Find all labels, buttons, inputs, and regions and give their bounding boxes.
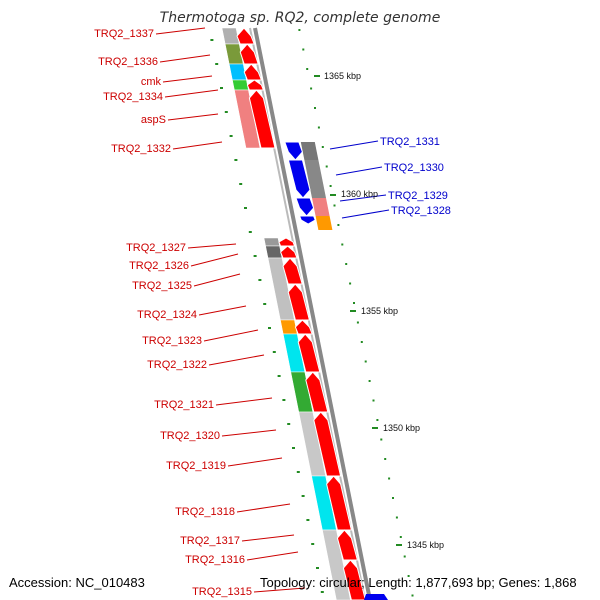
forward-gene-arrow[interactable] — [280, 245, 298, 259]
gene-label-asps[interactable]: aspS — [141, 114, 166, 126]
gene-arrows — [236, 27, 388, 600]
reverse-gene-arrow[interactable] — [298, 215, 316, 225]
gene-label-trq2-1322[interactable]: TRQ2_1322 — [147, 359, 207, 371]
gene-label-trq2-1316[interactable]: TRQ2_1316 — [185, 554, 245, 566]
backbone — [249, 27, 372, 600]
reverse-feature — [315, 216, 333, 230]
gene-label-trq2-1329[interactable]: TRQ2_1329 — [388, 190, 448, 202]
leader-line — [164, 89, 219, 98]
map-title: Thermotoga sp. RQ2, complete genome — [160, 10, 441, 26]
gene-label-trq2-1330[interactable]: TRQ2_1330 — [384, 162, 444, 174]
topology-text: Topology: circular; Length: 1,877,693 bp… — [260, 575, 577, 590]
feature-segment — [263, 237, 280, 247]
leader-line — [329, 140, 379, 150]
forward-gene-arrow[interactable] — [278, 237, 296, 247]
gene-label-trq2-1327[interactable]: TRQ2_1327 — [126, 242, 186, 254]
gene-label-trq2-1315[interactable]: TRQ2_1315 — [192, 586, 252, 598]
leader-line — [190, 253, 239, 267]
gene-label-cmk[interactable]: cmk — [141, 76, 162, 88]
forward-gene-arrow[interactable] — [297, 333, 321, 373]
reverse-gene-arrow[interactable] — [295, 197, 315, 217]
scale-label-1360: 1360 kbp — [341, 189, 378, 199]
gene-label-trq2-1328[interactable]: TRQ2_1328 — [391, 205, 451, 217]
gene-label-trq2-1334[interactable]: TRQ2_1334 — [103, 91, 163, 103]
leader-line — [208, 354, 265, 366]
backbone-outer — [253, 27, 372, 600]
forward-gene-arrow[interactable] — [282, 257, 303, 285]
feature-segment — [280, 319, 298, 335]
leader-line — [341, 209, 390, 219]
scale-label-1350: 1350 kbp — [383, 423, 420, 433]
forward-gene-arrow[interactable] — [294, 319, 313, 335]
scale-ticks — [210, 29, 414, 597]
leader-line — [159, 54, 211, 63]
reverse-gene-arrow[interactable] — [287, 159, 311, 199]
accession-text: Accession: NC_010483 — [9, 575, 145, 590]
leader-lines — [155, 27, 390, 593]
feature-segment — [322, 529, 351, 600]
gene-label-trq2-1317[interactable]: TRQ2_1317 — [180, 535, 240, 547]
leader-line — [227, 457, 283, 467]
gene-label-trq2-1332[interactable]: TRQ2_1332 — [111, 143, 171, 155]
gene-label-trq2-1320[interactable]: TRQ2_1320 — [160, 430, 220, 442]
forward-gene-arrow[interactable] — [313, 411, 342, 477]
gene-label-trq2-1323[interactable]: TRQ2_1323 — [142, 335, 202, 347]
leader-line — [198, 305, 247, 316]
leader-line — [215, 397, 273, 406]
leader-line — [253, 587, 306, 593]
leader-line — [155, 27, 206, 35]
forward-gene-arrow[interactable] — [246, 79, 265, 91]
feature-segment — [232, 79, 249, 91]
leader-line — [162, 75, 213, 83]
forward-gene-arrow[interactable] — [248, 89, 276, 149]
leader-line — [167, 113, 219, 121]
gene-label-trq2-1337[interactable]: TRQ2_1337 — [94, 28, 154, 40]
gene-label-trq2-1318[interactable]: TRQ2_1318 — [175, 506, 235, 518]
leader-line — [241, 534, 295, 542]
reverse-feature — [304, 160, 326, 198]
leader-line — [236, 503, 291, 513]
gene-label-trq2-1325[interactable]: TRQ2_1325 — [132, 280, 192, 292]
forward-gene-arrow[interactable] — [305, 371, 329, 413]
forward-gene-arrow[interactable] — [342, 559, 366, 600]
forward-gene-arrow[interactable] — [326, 475, 353, 531]
reverse-feature — [300, 142, 319, 160]
reverse-gene-arrow[interactable] — [284, 141, 303, 161]
gene-label-trq2-1321[interactable]: TRQ2_1321 — [154, 399, 214, 411]
feature-segment — [265, 245, 283, 259]
gene-label-trq2-1336[interactable]: TRQ2_1336 — [98, 56, 158, 68]
gene-label-trq2-1326[interactable]: TRQ2_1326 — [129, 260, 189, 272]
leader-line — [193, 273, 241, 287]
leader-line — [172, 141, 223, 150]
forward-gene-arrow[interactable] — [287, 283, 311, 321]
gene-label-trq2-1319[interactable]: TRQ2_1319 — [166, 460, 226, 472]
forward-gene-arrow[interactable] — [336, 529, 359, 561]
scale-label-1365: 1365 kbp — [324, 71, 361, 81]
leader-line — [221, 429, 277, 437]
reverse-gene-arrow[interactable] — [364, 594, 388, 600]
feature-segment — [234, 89, 261, 149]
scale-label-1355: 1355 kbp — [361, 306, 398, 316]
leader-line — [203, 329, 259, 342]
gene-label-trq2-1331[interactable]: TRQ2_1331 — [380, 136, 440, 148]
leader-line — [339, 194, 387, 202]
forward-gene-arrow[interactable] — [239, 43, 259, 65]
feature-tracks — [221, 27, 351, 600]
reverse-feature — [312, 198, 330, 216]
leader-line — [187, 243, 237, 249]
forward-gene-arrow[interactable] — [236, 27, 255, 45]
forward-gene-arrow[interactable] — [243, 63, 263, 81]
gene-label-trq2-1324[interactable]: TRQ2_1324 — [137, 309, 197, 321]
scale-label-1345: 1345 kbp — [407, 540, 444, 550]
leader-line — [335, 166, 383, 176]
leader-line — [246, 551, 299, 561]
